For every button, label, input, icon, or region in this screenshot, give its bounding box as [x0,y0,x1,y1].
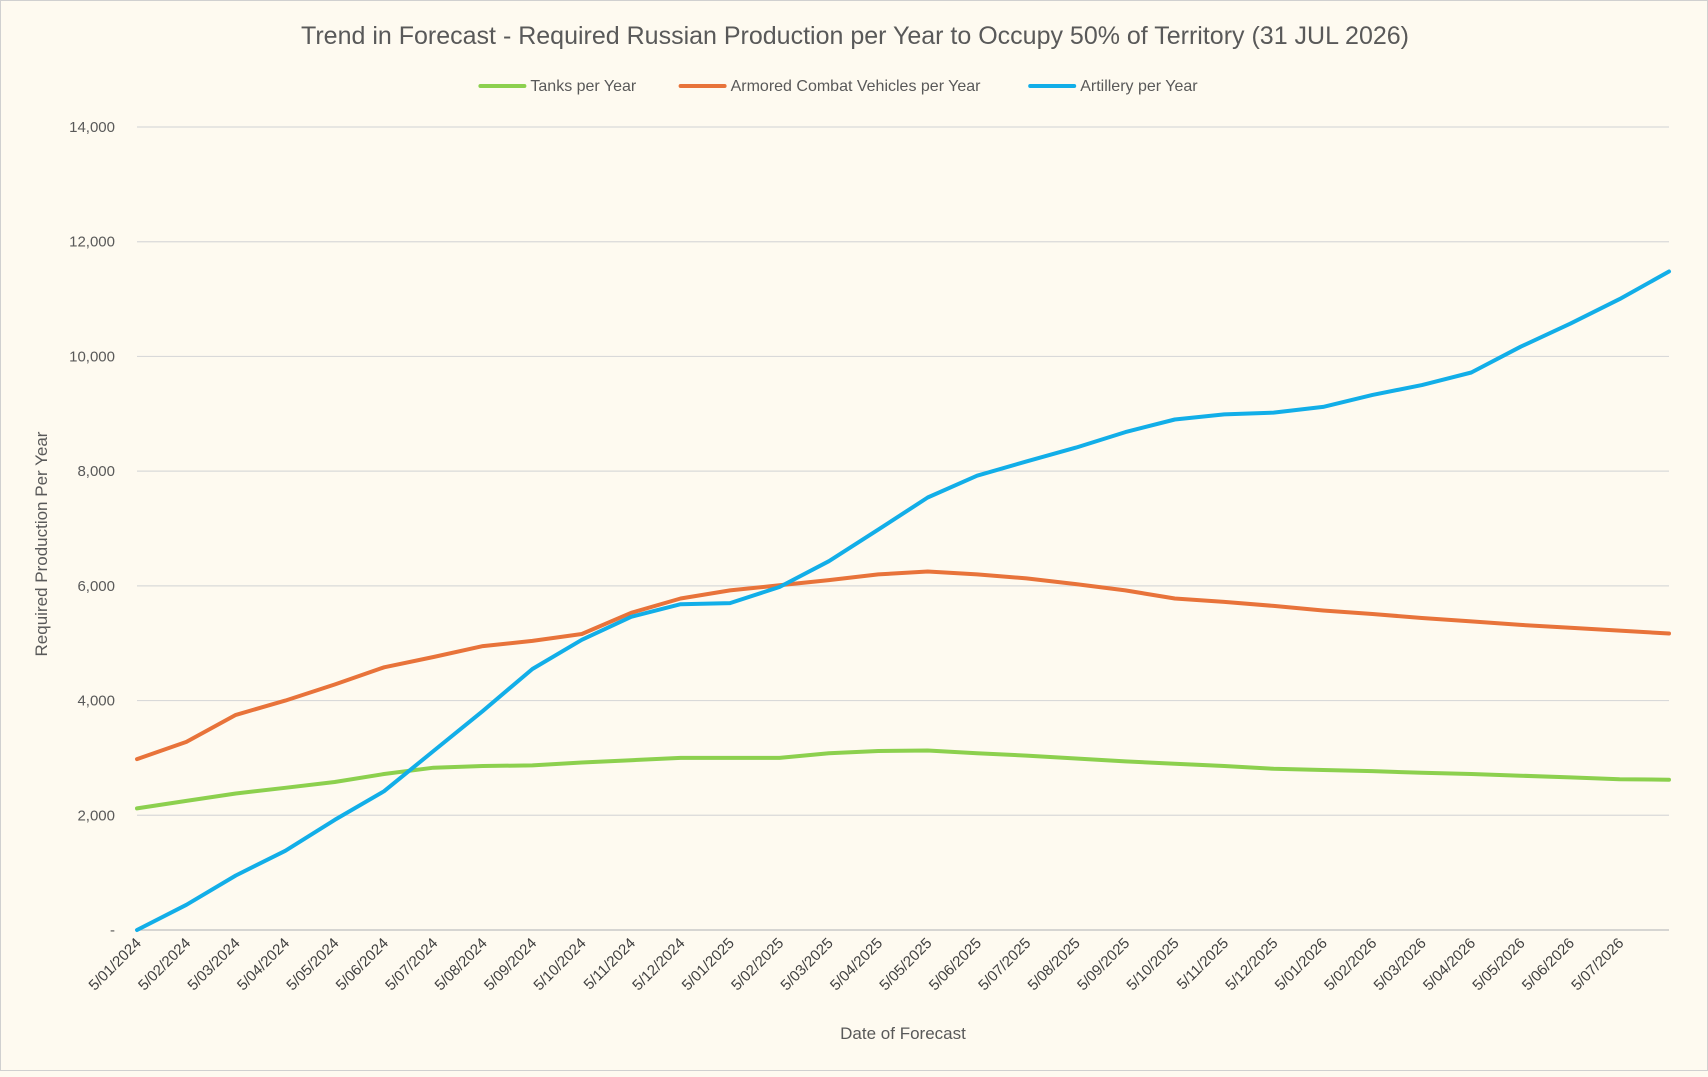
series-line [135,748,1671,811]
x-tick-label: 5/04/2026 [1420,935,1479,994]
x-tick-label: 5/05/2024 [283,935,342,994]
x-tick-label: 5/02/2024 [135,935,194,994]
x-tick-label: 5/03/2026 [1371,935,1430,994]
x-tick-label: 5/09/2025 [1074,935,1133,994]
x-tick-label: 5/04/2024 [234,935,293,994]
x-tick-label: 5/02/2025 [728,935,787,994]
x-tick-label: 5/06/2026 [1519,935,1578,994]
series-lines [135,269,1671,932]
x-tick-label: 5/11/2024 [581,935,639,993]
series-line [135,569,1671,762]
series-line [135,269,1671,932]
x-tick-label: 5/03/2024 [184,935,243,994]
x-tick-label: 5/06/2024 [333,935,392,994]
y-axis-ticks: - 2,000 4,000 6,000 8,000 10,000 12,000 14,000 [69,119,115,939]
y-axis-label: Required Production Per Year [32,431,51,656]
x-tick-label: 5/10/2024 [530,935,589,994]
legend-label: Tanks per Year [530,78,637,95]
x-tick-label: 5/10/2025 [1123,935,1182,994]
gridlines [137,126,1669,931]
x-tick-label: 5/09/2024 [481,935,540,994]
y-tick-label: 6,000 [77,578,115,595]
x-tick-label: 5/07/2025 [975,935,1034,994]
x-tick-label: 5/01/2024 [86,935,145,994]
legend: Tanks per Year Armored Combat Vehicles pe… [478,78,1198,95]
x-axis-ticks: 5/01/20245/02/20245/03/20245/04/20245/05… [86,935,1628,994]
x-tick-label: 5/05/2026 [1469,935,1528,994]
legend-item: Armored Combat Vehicles per Year [678,78,982,95]
x-tick-label: 5/07/2024 [382,935,441,994]
y-tick-label: 8,000 [77,463,115,480]
x-tick-label: 5/04/2025 [827,935,886,994]
x-tick-label: 5/01/2026 [1272,935,1331,994]
x-tick-label: 5/05/2025 [876,935,935,994]
y-tick-label: 2,000 [77,807,115,824]
legend-label: Artillery per Year [1080,78,1198,95]
x-tick-label: 5/11/2025 [1174,935,1232,993]
y-tick-label: 10,000 [69,348,115,365]
y-tick-label: - [110,922,115,939]
y-tick-label: 14,000 [69,119,115,136]
x-tick-label: 5/07/2026 [1568,935,1627,994]
y-tick-label: 4,000 [77,693,115,710]
x-tick-label: 5/02/2026 [1321,935,1380,994]
x-tick-label: 5/08/2025 [1025,935,1084,994]
legend-item: Artillery per Year [1028,78,1198,95]
chart-title: Trend in Forecast - Required Russian Pro… [301,22,1409,50]
legend-label: Armored Combat Vehicles per Year [731,78,982,95]
x-tick-label: 5/06/2025 [926,935,985,994]
y-tick-label: 12,000 [69,234,115,251]
x-axis-label: Date of Forecast [840,1024,966,1043]
legend-item: Tanks per Year [478,78,637,95]
x-tick-label: 5/01/2025 [679,935,738,994]
x-tick-label: 5/03/2025 [777,935,836,994]
x-tick-label: 5/08/2024 [432,935,491,994]
x-tick-label: 5/12/2025 [1222,935,1281,994]
x-tick-label: 5/12/2024 [629,935,688,994]
